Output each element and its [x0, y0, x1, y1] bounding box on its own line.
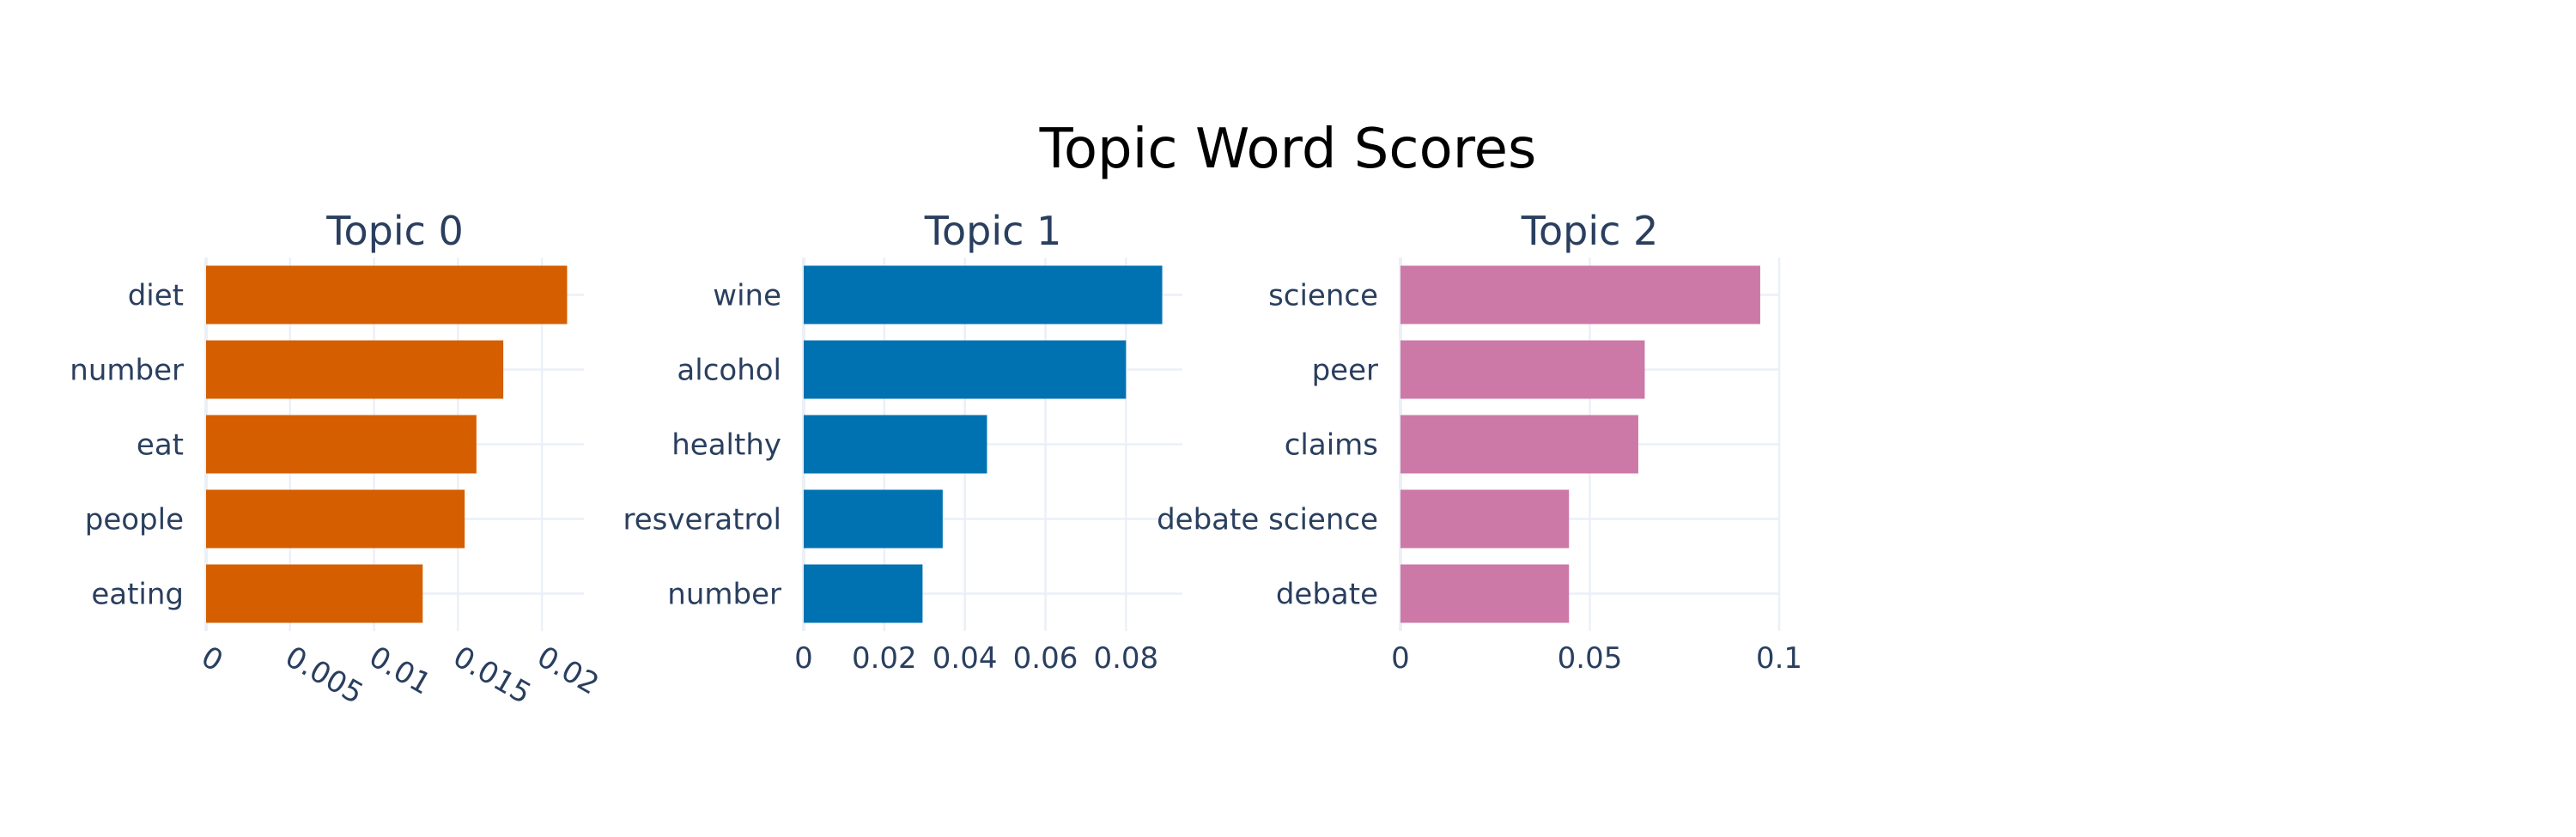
- x-tick-label: 0.01: [363, 640, 437, 701]
- bar: [804, 415, 987, 474]
- bar: [206, 564, 423, 623]
- category-label: claims: [1285, 428, 1378, 463]
- figure-title: Topic Word Scores: [1039, 118, 1537, 181]
- panel-title: Topic 0: [325, 208, 464, 254]
- x-tick-label: 0.06: [1013, 641, 1078, 676]
- category-label: debate science: [1157, 503, 1378, 537]
- bar: [206, 489, 465, 549]
- category-label: diet: [128, 279, 184, 313]
- x-tick-label: 0: [1391, 641, 1410, 676]
- category-label: people: [85, 503, 184, 537]
- topic-panel-2: Topic 2 science peer claims debate science de…: [1157, 208, 1802, 676]
- x-tick-label: 0.04: [933, 641, 998, 676]
- x-tick-label: 0.015: [447, 640, 537, 711]
- panel-title: Topic 2: [1521, 208, 1659, 254]
- category-label: healthy: [671, 428, 781, 463]
- category-label: number: [667, 578, 781, 612]
- x-tick-label: 0.02: [852, 641, 917, 676]
- category-label: alcohol: [677, 354, 781, 388]
- bar: [804, 265, 1163, 324]
- category-label: eating: [91, 578, 184, 612]
- x-tick-label: 0.05: [1558, 641, 1623, 676]
- category-label: wine: [713, 279, 781, 313]
- x-tick-label: 0: [196, 640, 229, 678]
- bar: [804, 564, 923, 623]
- bar: [206, 415, 477, 474]
- x-tick-label: 0: [794, 641, 813, 676]
- panel-title: Topic 1: [924, 208, 1062, 254]
- x-tick-label: 0.08: [1093, 641, 1158, 676]
- category-label: debate: [1276, 578, 1378, 612]
- bar: [804, 340, 1127, 399]
- x-tick-label: 0.005: [279, 640, 368, 711]
- topic-panel-1: Topic 1 wine alcohol healthy resveratrol numb…: [623, 208, 1182, 676]
- category-label: peer: [1312, 354, 1378, 388]
- x-tick-label: 0.1: [1756, 641, 1802, 676]
- category-label: science: [1268, 279, 1378, 313]
- category-label: number: [70, 354, 184, 388]
- bar: [804, 489, 943, 549]
- bar: [206, 265, 568, 324]
- bar: [1400, 489, 1570, 549]
- bar: [206, 340, 504, 399]
- bar: [1400, 340, 1645, 399]
- x-tick-label: 0.02: [532, 640, 605, 701]
- category-label: eat: [137, 428, 184, 463]
- category-label: resveratrol: [623, 503, 781, 537]
- bar: [1400, 265, 1760, 324]
- bar: [1400, 564, 1570, 623]
- bar: [1400, 415, 1638, 474]
